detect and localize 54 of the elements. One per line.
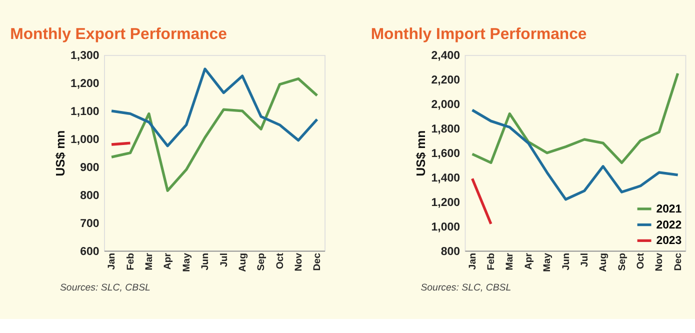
source-note: Sources: SLC, CBSL (420, 282, 512, 294)
x-tick-label: Jan (106, 252, 118, 270)
x-tick-label: Mar (504, 252, 516, 270)
x-tick-label: Dec (672, 252, 684, 271)
x-tick-label: Aug (237, 252, 248, 272)
y-tick-label: 1,200 (70, 78, 100, 90)
x-tick-label: Oct (636, 252, 647, 270)
y-tick-label: 2,000 (431, 98, 460, 111)
y-tick-label: 700 (80, 218, 100, 230)
x-tick-label: Oct (274, 252, 286, 270)
source-note: Sources: SLC, CBSL (60, 282, 150, 294)
x-tick-label: Feb (125, 252, 136, 270)
y-tick-label: 2,200 (431, 74, 460, 86)
y-tick-label: 1,200 (431, 196, 460, 209)
y-tick-label: 1,100 (70, 106, 100, 118)
x-tick-label: Dec (312, 252, 324, 271)
x-tick-label: Aug (598, 252, 610, 272)
x-tick-label: Feb (486, 252, 498, 270)
line-series (110, 77, 318, 192)
line-series (110, 68, 318, 148)
x-tick-label: Nov (293, 252, 304, 272)
chart-title: Monthly Export Performance (10, 26, 228, 44)
x-tick-label: Apr (523, 252, 534, 270)
x-tick-label: Jun (560, 252, 572, 270)
y-tick-label: 800 (440, 246, 460, 258)
x-tick-label: Jul (579, 252, 590, 267)
x-tick-label: Jul (218, 252, 230, 267)
y-tick-label: 1,300 (70, 50, 100, 62)
y-tick-label: 1,600 (431, 148, 460, 160)
x-tick-label: Mar (144, 252, 156, 270)
y-tick-label: 900 (80, 162, 100, 174)
legend-label: 2021 (656, 203, 682, 216)
x-tick-label: Jan (467, 252, 478, 270)
legend-label: 2022 (656, 219, 682, 232)
y-tick-label: 1,000 (70, 134, 100, 146)
y-tick-label: 1,400 (431, 172, 460, 184)
x-tick-label: Apr (162, 252, 174, 270)
chart-title: Monthly Import Performance (370, 26, 587, 44)
x-tick-label: Jun (200, 252, 212, 270)
y-tick-label: 600 (80, 246, 100, 258)
x-tick-label: Sep (616, 252, 628, 271)
y-axis-title: US$ mn (414, 130, 428, 176)
legend-label: 2023 (656, 235, 682, 248)
x-tick-label: Nov (654, 252, 666, 272)
y-tick-label: 800 (80, 190, 100, 202)
y-tick-label: 2,400 (431, 50, 460, 62)
x-tick-label: May (181, 252, 192, 272)
y-axis-title: US$ mn (53, 130, 68, 176)
x-tick-label: Sep (256, 252, 268, 271)
line-series (470, 72, 680, 164)
y-tick-label: 1,800 (431, 123, 460, 136)
x-tick-label: May (542, 252, 554, 272)
y-tick-label: 1,000 (431, 221, 460, 234)
line-series (470, 108, 680, 201)
